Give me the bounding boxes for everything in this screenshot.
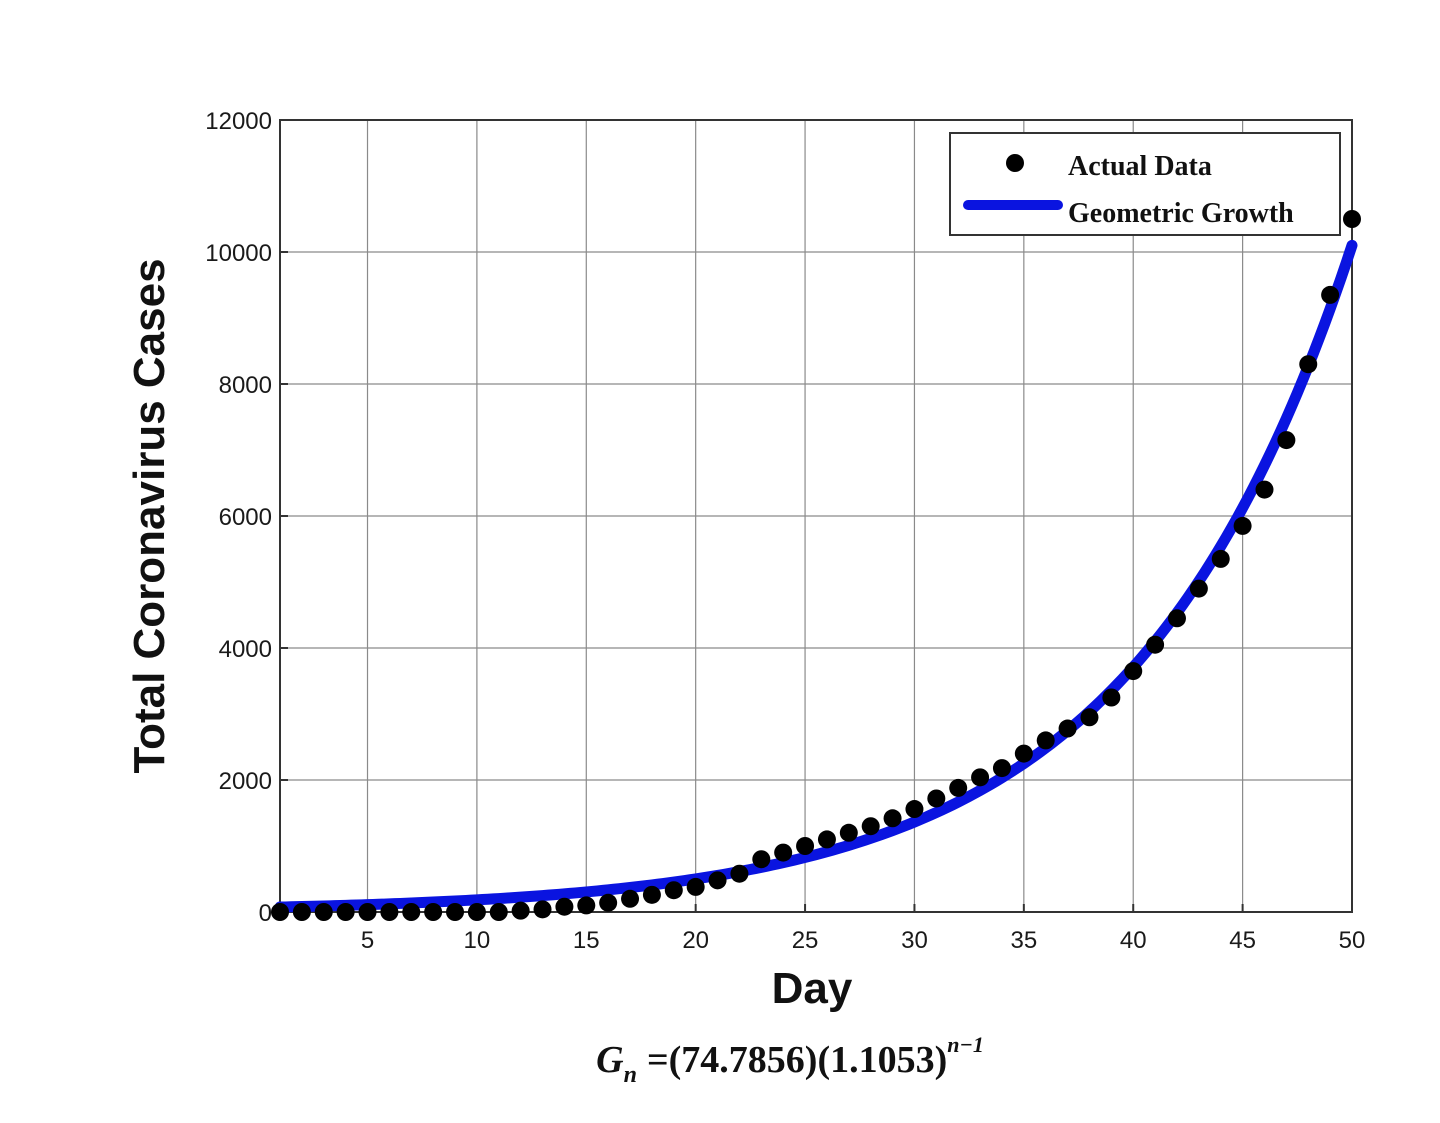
x-axis: 5 10 15 20 25 30 35 40 45 50 [361,904,1366,954]
data-point [927,789,946,808]
data-point [1102,688,1121,707]
data-point [1146,635,1165,654]
data-point [861,817,880,836]
x-tick-label: 20 [682,927,709,954]
data-point [1167,609,1186,628]
y-tick-label: 0 [259,900,272,927]
legend-marker-actual-data [1006,154,1024,172]
x-tick-label: 5 [361,927,374,954]
data-point [467,903,486,921]
data-point [1058,719,1077,738]
x-tick-label: 50 [1339,927,1366,954]
data-point [314,903,333,921]
y-tick-label: 6000 [219,504,272,531]
data-point [358,903,377,921]
x-tick-label: 30 [901,927,928,954]
formula-lhs: G [596,1039,624,1081]
fit-formula: Gn =(74.7856)(1.1053)n−1 [596,1032,984,1088]
grid [280,119,1353,913]
y-tick-label: 4000 [219,636,272,663]
legend: Actual Data Geometric Growth [949,132,1341,236]
data-point [905,800,924,819]
geometric-growth-line [274,239,1358,913]
data-point [599,893,618,912]
data-point [271,903,289,921]
data-point [577,896,596,915]
y-tick-label: 2000 [219,768,272,795]
data-point [380,903,399,921]
data-point [949,778,968,797]
data-point [1036,731,1055,750]
data-point [1321,285,1340,304]
x-tick-label: 35 [1010,927,1037,954]
x-axis-title: Day [772,964,853,1013]
data-point [839,823,858,842]
formula-equals: = [647,1039,669,1081]
data-point [817,830,836,849]
y-axis-title: Total Coronavirus Cases [125,258,174,773]
formula-factor-1: (74.7856) [669,1039,818,1081]
x-tick-label: 40 [1120,927,1147,954]
legend-label-actual-data: Actual Data [1068,151,1212,182]
data-point [555,897,574,916]
data-point [774,843,793,862]
data-point [971,768,990,787]
geometric-growth-layer [274,239,1358,913]
formula-lhs-subscript: n [624,1062,637,1088]
data-point [752,850,771,869]
data-point [1080,708,1099,727]
data-point [730,864,749,883]
data-point [992,759,1011,778]
data-point [1233,516,1252,535]
actual-data-points [271,210,1361,921]
y-axis: 0 2000 4000 6000 8000 10000 12000 [205,108,288,927]
data-point [1124,662,1143,681]
data-point [1343,210,1361,228]
data-point [686,877,705,896]
legend-label-geometric-growth: Geometric Growth [1068,198,1294,229]
x-tick-label: 10 [464,927,491,954]
data-point [1299,355,1318,374]
y-tick-label: 10000 [205,240,272,267]
data-point [1014,744,1033,763]
data-point [1277,431,1296,450]
data-point [642,885,661,904]
data-point [292,903,311,921]
data-point [621,889,640,908]
data-point [336,903,355,921]
data-point [424,903,443,921]
x-tick-label: 25 [792,927,819,954]
x-tick-label: 45 [1229,927,1256,954]
data-point [1255,480,1274,499]
y-tick-label: 12000 [205,108,272,135]
data-point [1189,579,1208,598]
y-tick-label: 8000 [219,372,272,399]
data-point [402,903,421,921]
data-point [883,809,902,828]
x-tick-label: 15 [573,927,600,954]
data-point [533,900,552,919]
legend-box [949,132,1341,236]
formula-factor-2: (1.1053) [817,1039,947,1081]
data-point [511,901,530,920]
formula-exponent: n−1 [947,1032,984,1057]
data-point [489,903,508,921]
data-point [664,881,683,900]
data-point [708,871,727,890]
data-point [446,903,465,921]
data-point [796,837,815,855]
data-point [1211,549,1230,568]
